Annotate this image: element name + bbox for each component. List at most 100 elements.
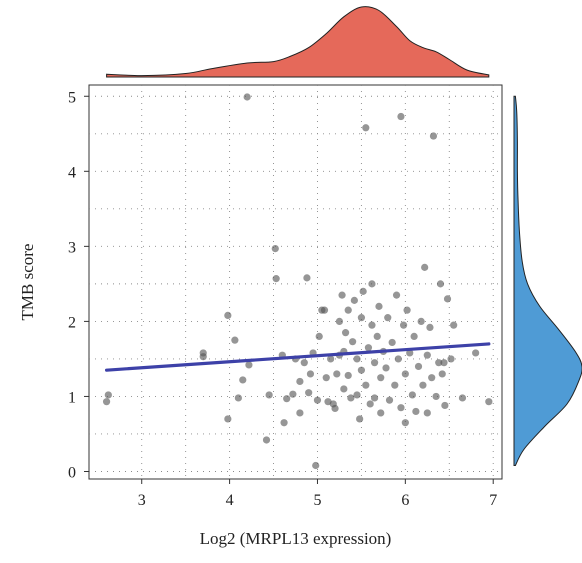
data-point bbox=[375, 302, 383, 310]
data-point bbox=[399, 321, 408, 329]
data-point bbox=[344, 371, 352, 380]
y-axis-title: TMB score bbox=[18, 244, 37, 321]
data-point bbox=[296, 409, 304, 417]
data-point bbox=[392, 291, 401, 299]
data-point bbox=[429, 132, 438, 140]
data-point bbox=[388, 338, 396, 347]
x-tick-label: 3 bbox=[138, 492, 146, 509]
data-point bbox=[428, 374, 436, 382]
data-point bbox=[458, 394, 467, 402]
data-point bbox=[394, 355, 402, 363]
data-point bbox=[368, 280, 376, 288]
data-point bbox=[377, 374, 385, 382]
data-point bbox=[306, 370, 315, 378]
data-point bbox=[435, 359, 443, 367]
data-points bbox=[102, 93, 493, 470]
data-point bbox=[296, 377, 304, 386]
data-point bbox=[350, 296, 358, 304]
data-point bbox=[362, 124, 370, 132]
y-tick-label: 5 bbox=[68, 89, 76, 106]
data-point bbox=[349, 338, 357, 346]
y-tick-label: 2 bbox=[68, 314, 76, 331]
data-point bbox=[441, 401, 449, 410]
data-point bbox=[283, 395, 291, 403]
data-point bbox=[313, 396, 322, 404]
data-point bbox=[401, 419, 409, 427]
data-point bbox=[303, 274, 311, 282]
data-point bbox=[432, 392, 440, 401]
data-point bbox=[234, 394, 242, 402]
x-axis: 3 4 5 6 7 bbox=[138, 479, 497, 509]
y-tick-label: 0 bbox=[68, 464, 76, 481]
data-point bbox=[410, 332, 418, 341]
x-tick-label: 7 bbox=[489, 492, 497, 509]
data-point bbox=[443, 295, 452, 303]
regression-line bbox=[104, 342, 491, 372]
x-axis-title: Log2 (MRPL13 expression) bbox=[200, 529, 392, 548]
data-point bbox=[397, 112, 405, 121]
data-point bbox=[382, 364, 390, 372]
y-axis: 0 1 2 3 4 5 bbox=[68, 89, 89, 481]
data-point bbox=[406, 349, 414, 357]
data-point bbox=[359, 287, 367, 295]
data-point bbox=[347, 394, 355, 402]
data-point bbox=[315, 332, 323, 341]
x-tick-label: 6 bbox=[401, 492, 409, 509]
data-point bbox=[224, 311, 232, 319]
data-point bbox=[341, 329, 350, 337]
data-point bbox=[262, 436, 271, 444]
data-point bbox=[384, 314, 392, 322]
x-tick-label: 4 bbox=[226, 492, 234, 509]
data-point bbox=[327, 355, 335, 363]
data-point bbox=[401, 370, 409, 378]
data-point bbox=[331, 404, 339, 413]
data-point bbox=[370, 394, 379, 402]
data-point bbox=[271, 245, 279, 253]
data-point bbox=[344, 306, 352, 314]
data-point bbox=[397, 404, 405, 412]
data-point bbox=[265, 391, 273, 399]
data-point bbox=[357, 314, 366, 322]
data-point bbox=[320, 306, 329, 314]
data-point bbox=[362, 381, 370, 389]
data-point bbox=[305, 389, 313, 397]
data-point bbox=[280, 419, 288, 427]
data-point bbox=[472, 349, 480, 357]
plot-panel-frame bbox=[88, 84, 503, 480]
top-density-curve bbox=[106, 6, 490, 78]
data-point bbox=[373, 332, 381, 341]
data-point bbox=[322, 374, 330, 382]
data-point bbox=[450, 321, 458, 329]
data-point bbox=[289, 390, 297, 398]
right-density-curve bbox=[513, 95, 582, 466]
data-point bbox=[357, 366, 366, 374]
data-point bbox=[438, 370, 446, 378]
data-point bbox=[104, 391, 112, 399]
data-point bbox=[447, 355, 455, 363]
data-point bbox=[423, 409, 431, 417]
data-point bbox=[340, 385, 348, 393]
data-point bbox=[385, 396, 394, 404]
data-point bbox=[364, 344, 373, 352]
data-point bbox=[408, 391, 416, 399]
data-point bbox=[102, 398, 111, 406]
data-point bbox=[239, 376, 247, 384]
x-tick-label: 5 bbox=[313, 492, 321, 509]
data-point bbox=[421, 263, 429, 271]
data-point bbox=[356, 415, 364, 423]
data-point bbox=[353, 391, 361, 399]
data-point bbox=[231, 336, 239, 344]
data-point bbox=[377, 409, 385, 417]
data-point bbox=[426, 323, 434, 332]
data-point bbox=[391, 381, 399, 389]
data-point bbox=[368, 321, 376, 329]
data-point bbox=[243, 93, 251, 101]
data-point bbox=[419, 381, 427, 389]
data-point bbox=[312, 461, 320, 470]
data-point bbox=[245, 361, 253, 369]
data-point bbox=[366, 400, 374, 408]
top-density-plot bbox=[106, 6, 490, 78]
data-point bbox=[412, 407, 420, 416]
data-point bbox=[300, 359, 308, 367]
